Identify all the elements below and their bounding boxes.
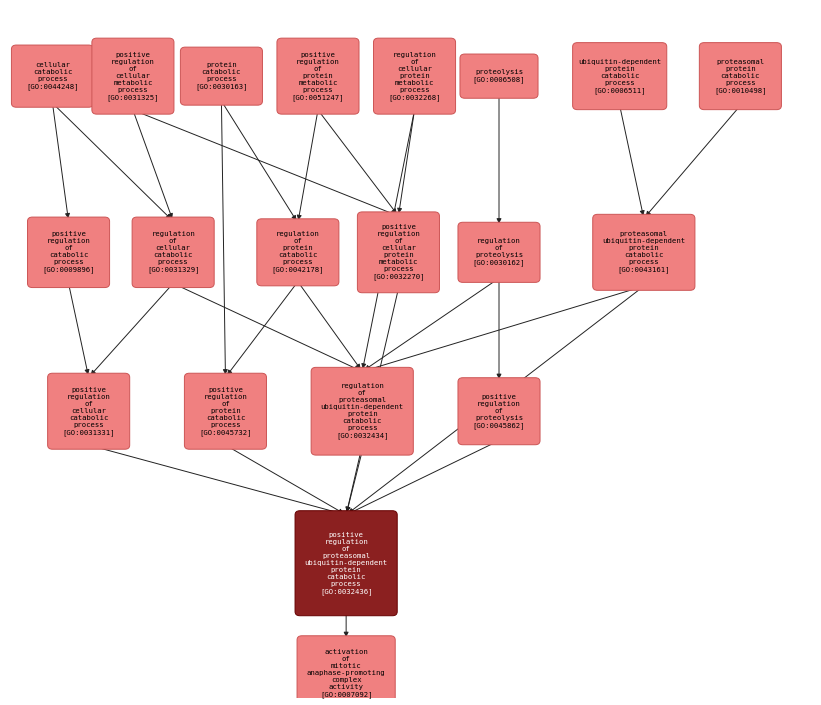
Text: positive
regulation
of
protein
catabolic
process
[GO:0045732]: positive regulation of protein catabolic… bbox=[200, 387, 252, 436]
Text: positive
regulation
of
proteasomal
ubiquitin-dependent
protein
catabolic
process: positive regulation of proteasomal ubiqu… bbox=[305, 532, 388, 594]
FancyBboxPatch shape bbox=[277, 38, 359, 114]
Text: positive
regulation
of
protein
metabolic
process
[GO:0051247]: positive regulation of protein metabolic… bbox=[291, 51, 344, 101]
Text: positive
regulation
of
proteolysis
[GO:0045862]: positive regulation of proteolysis [GO:0… bbox=[473, 394, 525, 429]
FancyBboxPatch shape bbox=[311, 367, 413, 455]
Text: positive
regulation
of
cellular
protein
metabolic
process
[GO:0032270]: positive regulation of cellular protein … bbox=[372, 224, 424, 280]
Text: proteolysis
[GO:0006508]: proteolysis [GO:0006508] bbox=[473, 69, 525, 83]
Text: proteasomal
ubiquitin-dependent
protein
catabolic
process
[GO:0043161]: proteasomal ubiquitin-dependent protein … bbox=[603, 231, 686, 274]
FancyBboxPatch shape bbox=[357, 212, 439, 293]
FancyBboxPatch shape bbox=[374, 38, 456, 114]
FancyBboxPatch shape bbox=[699, 42, 782, 110]
FancyBboxPatch shape bbox=[458, 378, 540, 445]
FancyBboxPatch shape bbox=[11, 45, 94, 107]
FancyBboxPatch shape bbox=[460, 54, 538, 98]
FancyBboxPatch shape bbox=[297, 636, 395, 705]
FancyBboxPatch shape bbox=[132, 217, 214, 288]
Text: cellular
catabolic
process
[GO:0044248]: cellular catabolic process [GO:0044248] bbox=[26, 62, 79, 90]
FancyBboxPatch shape bbox=[48, 373, 130, 449]
Text: protein
catabolic
process
[GO:0030163]: protein catabolic process [GO:0030163] bbox=[195, 62, 248, 90]
Text: proteasomal
protein
catabolic
process
[GO:0010498]: proteasomal protein catabolic process [G… bbox=[714, 59, 767, 94]
Text: regulation
of
proteolysis
[GO:0030162]: regulation of proteolysis [GO:0030162] bbox=[473, 238, 525, 266]
FancyBboxPatch shape bbox=[185, 373, 267, 449]
Text: regulation
of
proteasomal
ubiquitin-dependent
protein
catabolic
process
[GO:0032: regulation of proteasomal ubiquitin-depe… bbox=[321, 384, 404, 439]
FancyBboxPatch shape bbox=[92, 38, 174, 114]
FancyBboxPatch shape bbox=[181, 47, 263, 105]
Text: positive
regulation
of
cellular
metabolic
process
[GO:0031325]: positive regulation of cellular metaboli… bbox=[107, 51, 159, 101]
FancyBboxPatch shape bbox=[458, 222, 540, 283]
Text: regulation
of
cellular
catabolic
process
[GO:0031329]: regulation of cellular catabolic process… bbox=[147, 231, 200, 274]
Text: regulation
of
protein
catabolic
process
[GO:0042178]: regulation of protein catabolic process … bbox=[272, 231, 324, 274]
Text: activation
of
mitotic
anaphase-promoting
complex
activity
[GO:0007092]: activation of mitotic anaphase-promoting… bbox=[307, 649, 386, 698]
Text: positive
regulation
of
cellular
catabolic
process
[GO:0031331]: positive regulation of cellular cataboli… bbox=[62, 387, 115, 436]
Text: regulation
of
cellular
protein
metabolic
process
[GO:0032268]: regulation of cellular protein metabolic… bbox=[388, 51, 441, 101]
FancyBboxPatch shape bbox=[295, 510, 397, 615]
Text: positive
regulation
of
catabolic
process
[GO:0009896]: positive regulation of catabolic process… bbox=[43, 231, 94, 274]
FancyBboxPatch shape bbox=[572, 42, 667, 110]
Text: ubiquitin-dependent
protein
catabolic
process
[GO:0006511]: ubiquitin-dependent protein catabolic pr… bbox=[578, 59, 661, 94]
FancyBboxPatch shape bbox=[257, 219, 339, 286]
FancyBboxPatch shape bbox=[28, 217, 109, 288]
FancyBboxPatch shape bbox=[593, 214, 695, 290]
